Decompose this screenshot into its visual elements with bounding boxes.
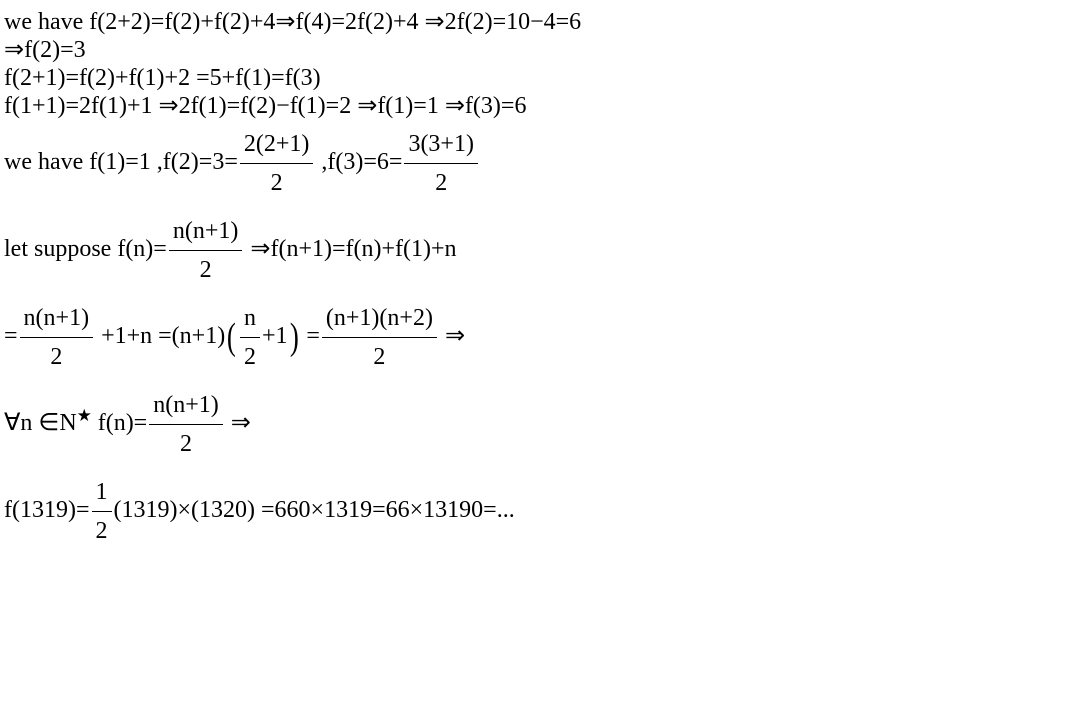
math-line-7: =n(n+1)2 +1+n =(n+1)(n2+1) =(n+1)(n+2)2 … bbox=[4, 294, 1088, 381]
text: = bbox=[4, 323, 18, 349]
text: (1319)×(1320) =660×1319=66×13190=... bbox=[114, 497, 515, 523]
denominator: 2 bbox=[322, 338, 437, 375]
fraction: (n+1)(n+2)2 bbox=[322, 300, 437, 375]
numerator: n(n+1) bbox=[149, 387, 223, 425]
math-line-5: we have f(1)=1 ,f(2)=3=2(2+1)2 ,f(3)=6=3… bbox=[4, 120, 1088, 207]
fraction: 12 bbox=[92, 474, 112, 549]
numerator: 3(3+1) bbox=[404, 126, 478, 164]
fraction: n(n+1)2 bbox=[149, 387, 223, 462]
math-line-6: let suppose f(n)=n(n+1)2 ⇒f(n+1)=f(n)+f(… bbox=[4, 207, 1088, 294]
fraction: n(n+1)2 bbox=[169, 213, 243, 288]
text: f(1319)= bbox=[4, 497, 90, 523]
denominator: 2 bbox=[169, 251, 243, 288]
fraction: 2(2+1)2 bbox=[240, 126, 314, 201]
math-line-8: ∀n ∈N★ f(n)=n(n+1)2 ⇒ bbox=[4, 381, 1088, 468]
fraction: n(n+1)2 bbox=[20, 300, 94, 375]
denominator: 2 bbox=[149, 425, 223, 462]
denominator: 2 bbox=[404, 164, 478, 201]
fraction: n2 bbox=[240, 300, 260, 375]
text: ⇒ bbox=[439, 323, 465, 349]
math-line-1: we have f(2+2)=f(2)+f(2)+4⇒f(4)=2f(2)+4 … bbox=[4, 8, 1088, 36]
text: +1 bbox=[262, 323, 288, 349]
superscript-star: ★ bbox=[77, 406, 92, 425]
text: ,f(3)=6= bbox=[315, 149, 402, 175]
text: let suppose f(n)= bbox=[4, 236, 167, 262]
numerator: n bbox=[240, 300, 260, 338]
text: = bbox=[300, 323, 320, 349]
numerator: 1 bbox=[92, 474, 112, 512]
text: f(n)= bbox=[92, 410, 148, 436]
right-paren: ) bbox=[289, 309, 298, 367]
numerator: n(n+1) bbox=[20, 300, 94, 338]
denominator: 2 bbox=[20, 338, 94, 375]
text: ∀n ∈N bbox=[4, 410, 77, 436]
text: ⇒f(n+1)=f(n)+f(1)+n bbox=[244, 236, 456, 262]
fraction: 3(3+1)2 bbox=[404, 126, 478, 201]
left-paren: ( bbox=[227, 309, 236, 367]
math-line-3: f(2+1)=f(2)+f(1)+2 =5+f(1)=f(3) bbox=[4, 64, 1088, 92]
numerator: 2(2+1) bbox=[240, 126, 314, 164]
text: +1+n =(n+1) bbox=[95, 323, 225, 349]
numerator: n(n+1) bbox=[169, 213, 243, 251]
math-line-4: f(1+1)=2f(1)+1 ⇒2f(1)=f(2)−f(1)=2 ⇒f(1)=… bbox=[4, 92, 1088, 120]
denominator: 2 bbox=[240, 164, 314, 201]
denominator: 2 bbox=[240, 338, 260, 375]
math-line-2: ⇒f(2)=3 bbox=[4, 36, 1088, 64]
text: we have f(1)=1 ,f(2)=3= bbox=[4, 149, 238, 175]
denominator: 2 bbox=[92, 512, 112, 549]
math-line-9: f(1319)=12(1319)×(1320) =660×1319=66×131… bbox=[4, 468, 1088, 555]
text: ⇒ bbox=[225, 410, 251, 436]
numerator: (n+1)(n+2) bbox=[322, 300, 437, 338]
